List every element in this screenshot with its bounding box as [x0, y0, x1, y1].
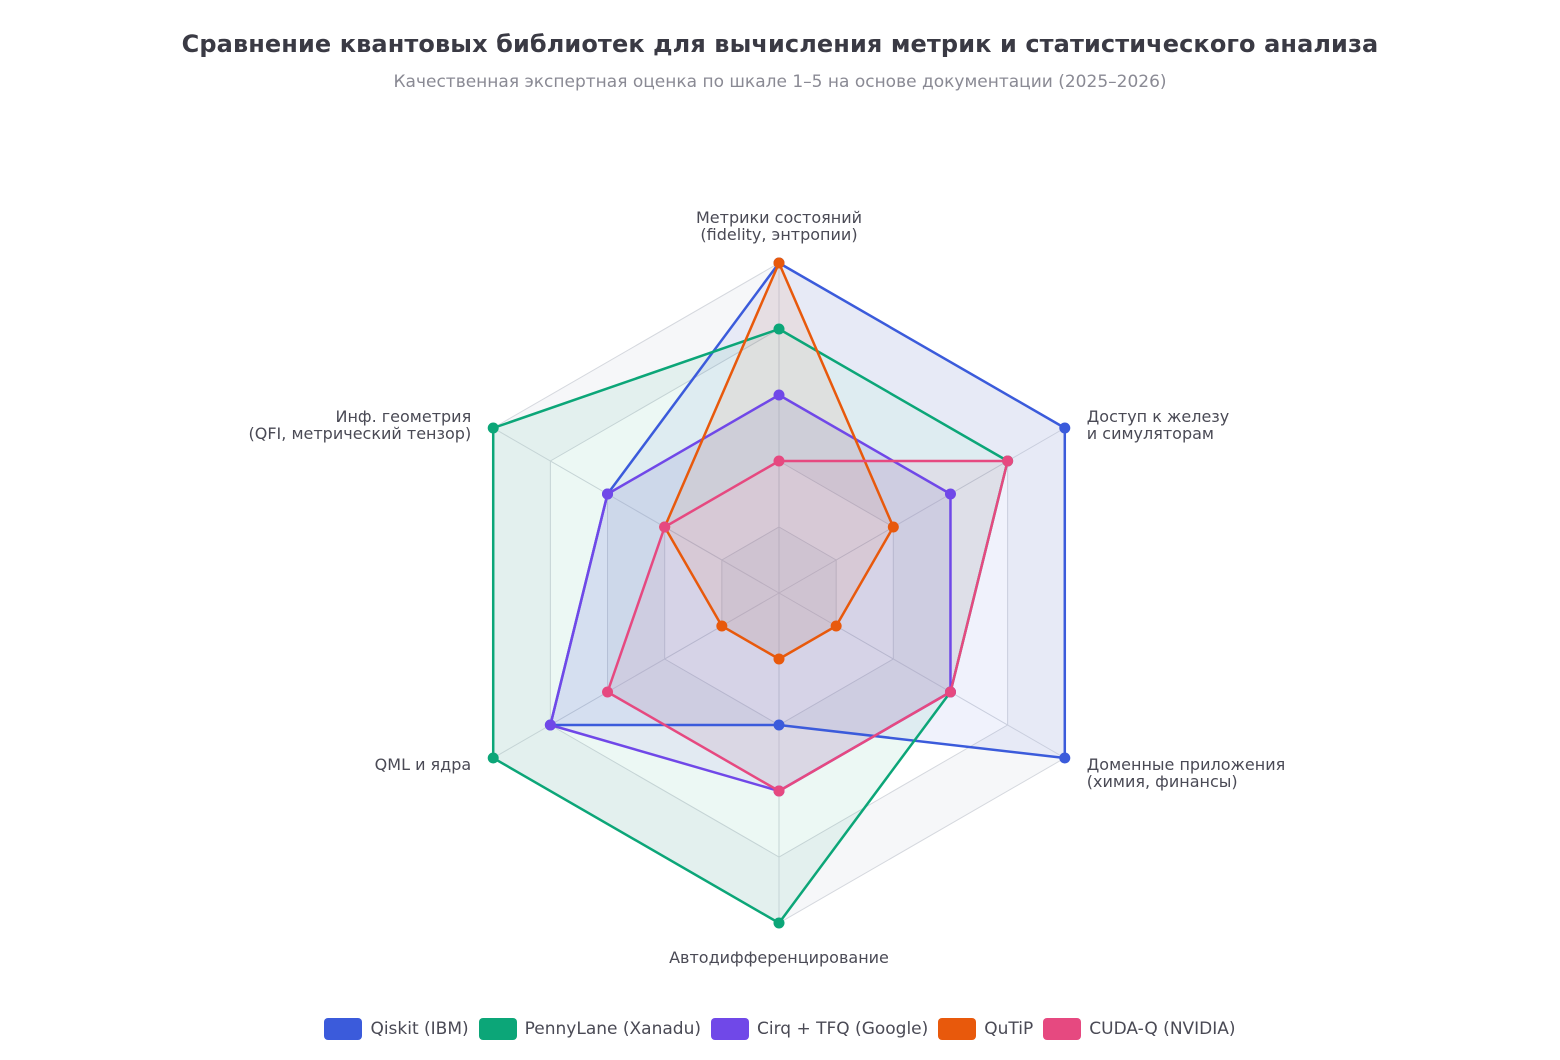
axis-label-line: (QFI, метрический тензор)	[249, 424, 472, 443]
data-point	[487, 752, 499, 764]
data-point	[887, 521, 899, 533]
grid-spoke	[492, 427, 780, 594]
legend-label: Cirq + TFQ (Google)	[756, 1019, 929, 1039]
series-area-1	[493, 329, 1008, 923]
data-point	[544, 719, 556, 731]
legend-item[interactable]: PennyLane (Xanadu)	[478, 1018, 701, 1040]
data-point	[602, 686, 614, 698]
data-point	[659, 521, 671, 533]
data-point	[1059, 422, 1071, 434]
legend-label: Qiskit (IBM)	[370, 1019, 469, 1039]
axis-label-line: Доменные приложения	[1087, 755, 1285, 774]
legend-item[interactable]: Qiskit (IBM)	[324, 1018, 469, 1040]
data-point	[602, 488, 614, 500]
legend-label: PennyLane (Xanadu)	[524, 1019, 701, 1039]
chart-subtitle: Качественная экспертная оценка по шкале …	[393, 72, 1167, 92]
legend-swatch	[478, 1018, 517, 1040]
axis-label: Метрики состояний (fidelity, энтропии)	[696, 208, 862, 244]
data-point	[716, 620, 728, 632]
axis-label-line: Автодифференцирование	[669, 948, 889, 967]
legend-item[interactable]: QuTiP	[938, 1018, 1033, 1040]
legend-swatch	[1043, 1018, 1082, 1040]
legend-swatch	[938, 1018, 977, 1040]
axis-label: Автодифференцирование	[669, 948, 889, 967]
axis-label: QML и ядра	[375, 755, 472, 774]
axis-label-line: (fidelity, энтропии)	[700, 225, 857, 244]
axis-label-line: Метрики состояний	[696, 208, 862, 227]
legend-swatch	[324, 1018, 363, 1040]
data-point	[944, 686, 956, 698]
series-area-4	[607, 461, 1008, 791]
data-point	[773, 785, 785, 797]
grid-spoke	[492, 592, 780, 759]
data-point	[773, 323, 785, 335]
legend-label: CUDA-Q (NVIDIA)	[1089, 1019, 1236, 1039]
data-point	[773, 455, 785, 467]
legend-item[interactable]: CUDA-Q (NVIDIA)	[1043, 1018, 1236, 1040]
data-point	[1059, 752, 1071, 764]
data-point	[773, 389, 785, 401]
grid-spoke	[778, 427, 1066, 594]
axis-label: Доменные приложения (химия, финансы)	[1087, 755, 1285, 791]
axis-label-line: Инф. геометрия	[335, 407, 471, 426]
chart-legend: Qiskit (IBM) PennyLane (Xanadu) Cirq + TFQ…	[0, 1018, 1560, 1040]
legend-item[interactable]: Cirq + TFQ (Google)	[710, 1018, 929, 1040]
series-area-2	[550, 395, 951, 791]
data-point	[830, 620, 842, 632]
data-point	[944, 488, 956, 500]
data-point	[773, 257, 785, 269]
axis-label: Инф. геометрия (QFI, метрический тензор)	[249, 407, 472, 443]
legend-swatch	[710, 1018, 749, 1040]
data-point	[773, 719, 785, 731]
data-point	[487, 422, 499, 434]
axis-label: Доступ к железу и симуляторам	[1087, 407, 1229, 443]
series-area-0	[550, 263, 1065, 758]
chart-title: Сравнение квантовых библиотек для вычисл…	[181, 30, 1379, 58]
grid-spoke	[778, 592, 1066, 759]
axis-label-line: и симуляторам	[1087, 424, 1214, 443]
axis-label-line: QML и ядра	[375, 755, 472, 774]
data-point	[773, 917, 785, 929]
legend-label: QuTiP	[984, 1019, 1034, 1039]
data-point	[1002, 455, 1014, 467]
axis-label-line: Доступ к железу	[1087, 407, 1229, 426]
axis-label-line: (химия, финансы)	[1087, 772, 1238, 791]
data-point	[773, 653, 785, 665]
